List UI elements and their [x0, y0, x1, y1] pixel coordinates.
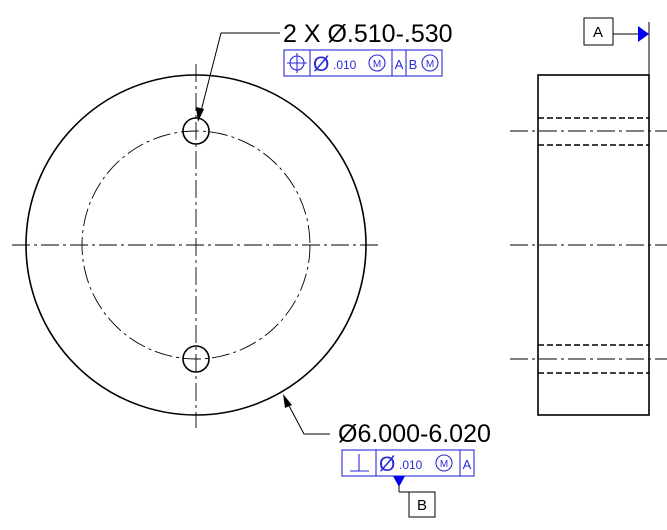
outer-fcf-tolerance: .010: [399, 458, 423, 472]
svg-text:M: M: [440, 459, 448, 470]
datum-a-label: A: [593, 24, 603, 41]
hole-mmc-modifier-icon: M: [368, 54, 386, 72]
datum-a-symbol: A: [583, 17, 650, 75]
hole-fcf-diameter: Ø: [313, 53, 329, 76]
svg-text:M: M: [373, 59, 381, 70]
datum-a-triangle: [638, 26, 649, 42]
outer-diameter-callout: Ø6.000-6.020 Ø .010 M A B: [283, 394, 491, 518]
outer-feature-control-frame: Ø .010 M A: [341, 449, 475, 477]
hole-datum-mmc-modifier-icon: M: [421, 54, 439, 72]
outer-fcf-datum-a: A: [463, 457, 472, 472]
hole-fcf-datum-a: A: [395, 57, 404, 72]
outer-mmc-modifier-icon: M: [435, 454, 453, 472]
position-icon: [287, 53, 307, 73]
hole-leader-line: [199, 32, 280, 116]
hole-dimension-text: 2 X Ø.510-.530: [283, 20, 453, 48]
datum-a-box: [583, 17, 614, 46]
outer-leader-line: [286, 401, 330, 435]
side-view: [510, 74, 667, 416]
hole-leader-arrowhead: [196, 107, 204, 122]
datum-b-symbol: B: [393, 476, 436, 518]
datum-b-box: [408, 491, 436, 518]
svg-text:M: M: [426, 59, 434, 70]
hole-fcf-datum-b: B: [409, 57, 418, 72]
datum-b-triangle: [393, 476, 405, 487]
outer-dimension-text: Ø6.000-6.020: [338, 420, 491, 448]
hole-fcf-tolerance: .010: [333, 58, 357, 72]
outer-leader-arrowhead: [283, 394, 292, 408]
perpendicularity-icon: [350, 454, 369, 472]
hole-callout: 2 X Ø.510-.530 Ø .010 M A B: [196, 20, 453, 122]
hole-feature-control-frame: Ø .010 M A B M: [283, 49, 443, 77]
outer-fcf-diameter: Ø: [379, 453, 395, 476]
datum-b-label: B: [417, 497, 427, 514]
front-view: [12, 64, 380, 428]
